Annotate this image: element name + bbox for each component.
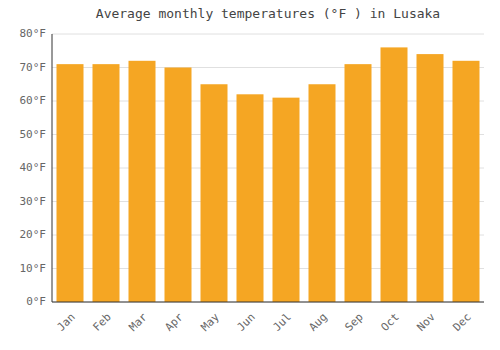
y-tick-label: 80°F bbox=[20, 27, 47, 40]
grid bbox=[52, 34, 484, 302]
x-axis-line bbox=[52, 302, 484, 303]
chart-svg: 0°F 10°F 20°F 30°F 40°F 50°F 60°F 70°F 80°F Jan Fe… bbox=[0, 0, 500, 350]
x-tick-label: Mar bbox=[127, 310, 151, 334]
bars bbox=[57, 47, 480, 302]
bar bbox=[417, 54, 444, 302]
chart-container: 0°F 10°F 20°F 30°F 40°F 50°F 60°F 70°F 80°F Jan Fe… bbox=[0, 0, 500, 350]
x-tick-label: Aug bbox=[307, 311, 330, 334]
bar bbox=[381, 47, 408, 302]
y-tick-label: 60°F bbox=[20, 94, 47, 107]
grid-line bbox=[52, 302, 484, 303]
x-tick-label: Apr bbox=[163, 310, 187, 334]
y-tick-label: 0°F bbox=[26, 295, 46, 308]
bar bbox=[309, 84, 336, 302]
x-tick-label: May bbox=[199, 310, 223, 334]
x-tick-label: Sep bbox=[343, 311, 366, 334]
x-tick-label: Jul bbox=[271, 311, 294, 334]
bar bbox=[453, 61, 480, 302]
bar bbox=[201, 84, 228, 302]
bar bbox=[93, 64, 120, 302]
bar bbox=[273, 98, 300, 302]
x-tick-label: Jan bbox=[55, 311, 78, 334]
y-tick-label: 20°F bbox=[20, 228, 47, 241]
x-tick-label: Jun bbox=[235, 311, 258, 334]
y-tick-label: 40°F bbox=[20, 161, 47, 174]
y-tick-label: 70°F bbox=[20, 61, 47, 74]
bar bbox=[129, 61, 156, 302]
x-tick-label: Oct bbox=[379, 311, 402, 334]
bar bbox=[345, 64, 372, 302]
x-tick-label: Feb bbox=[91, 311, 114, 334]
y-tick-label: 30°F bbox=[20, 195, 47, 208]
bar bbox=[237, 94, 264, 302]
y-tick-label: 10°F bbox=[20, 262, 47, 275]
y-axis-line bbox=[52, 34, 53, 302]
chart-title: Average monthly temperatures (°F ) in Lu… bbox=[96, 6, 440, 21]
bar bbox=[165, 68, 192, 303]
grid-line bbox=[52, 34, 484, 35]
y-tick-label: 50°F bbox=[20, 128, 47, 141]
bar bbox=[57, 64, 84, 302]
x-tick-label: Nov bbox=[415, 310, 439, 334]
x-tick-label: Dec bbox=[451, 311, 474, 334]
